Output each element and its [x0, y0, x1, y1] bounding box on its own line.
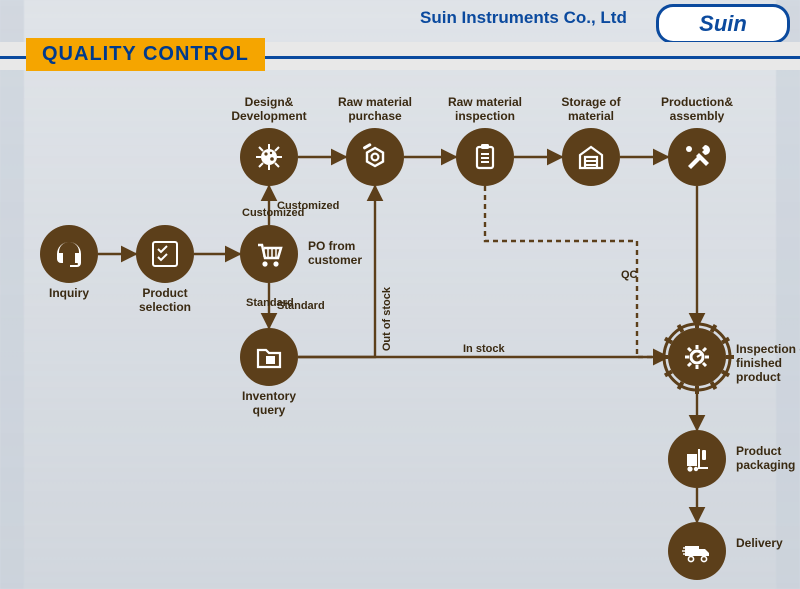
node-label: Inspection of finished product — [736, 343, 800, 384]
node-production — [668, 128, 726, 186]
node-label: Product packaging — [736, 445, 800, 473]
gear-icon — [682, 342, 712, 372]
clipboard-icon — [470, 142, 500, 172]
node-packaging — [668, 430, 726, 488]
node-label: Product selection — [120, 287, 210, 315]
node-delivery — [668, 522, 726, 580]
node-inventory — [240, 328, 298, 386]
node-raw-purchase — [346, 128, 404, 186]
node-label: Production& assembly — [652, 96, 742, 124]
tools-icon — [682, 142, 712, 172]
edge-label: Standard — [246, 297, 294, 309]
folder-icon — [254, 342, 284, 372]
warehouse-icon — [576, 142, 606, 172]
edge-label: QC — [621, 269, 638, 281]
node-label: PO from customer — [308, 240, 398, 268]
nut-icon — [360, 142, 390, 172]
diagram-canvas: Suin Instruments Co., Ltd Suin QUALITY C… — [0, 0, 800, 589]
node-label: Inquiry — [24, 287, 114, 301]
edge-label: Customized — [242, 207, 304, 219]
node-label: Raw material inspection — [440, 96, 530, 124]
node-raw-inspection — [456, 128, 514, 186]
cart-icon — [254, 239, 284, 269]
node-product-selection — [136, 225, 194, 283]
node-inquiry — [40, 225, 98, 283]
node-design — [240, 128, 298, 186]
truck-icon — [682, 536, 712, 566]
edge-label: In stock — [463, 343, 505, 355]
node-storage — [562, 128, 620, 186]
headset-icon — [54, 239, 84, 269]
node-inspection-finished — [668, 328, 726, 386]
checklist-icon — [150, 239, 180, 269]
node-label: Design& Development — [224, 96, 314, 124]
node-label: Raw material purchase — [330, 96, 420, 124]
node-order — [240, 225, 298, 283]
virus-icon — [254, 142, 284, 172]
node-label: Inventory query — [224, 390, 314, 418]
node-label: Delivery — [736, 537, 800, 551]
edge-label: Out of stock — [381, 287, 393, 351]
node-label: Storage of material — [546, 96, 636, 124]
forklift-icon — [682, 444, 712, 474]
